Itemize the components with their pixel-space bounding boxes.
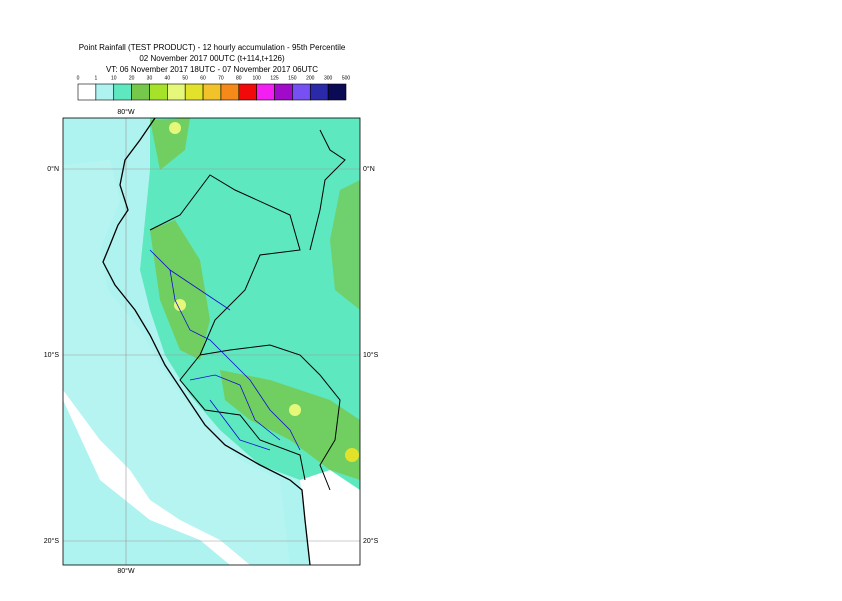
legend-swatch xyxy=(131,83,150,101)
legend-label: 0 xyxy=(77,75,80,81)
shade xyxy=(174,299,186,311)
legend-label: 60 xyxy=(200,75,206,81)
lat-label: 20°S xyxy=(44,537,60,545)
shade xyxy=(220,370,360,480)
legend-label: 500 xyxy=(342,75,351,81)
shade xyxy=(63,118,300,565)
shade xyxy=(150,220,210,360)
legend-swatch xyxy=(167,83,186,101)
legend-swatch xyxy=(274,83,293,101)
legend-swatch xyxy=(292,83,311,101)
legend-swatch xyxy=(77,83,97,101)
legend-label: 70 xyxy=(218,75,224,81)
legend-label: 80 xyxy=(236,75,242,81)
shade xyxy=(330,180,360,310)
subtitle: VT: 06 November 2017 18UTC - 07 November… xyxy=(106,65,318,74)
lon-label: 80°W xyxy=(117,567,135,575)
shade xyxy=(169,122,181,134)
legend-swatch xyxy=(256,83,275,101)
legend-swatch xyxy=(327,83,347,101)
lon-label: 80°W xyxy=(117,108,135,116)
lat-label: 10°S xyxy=(363,351,379,359)
region-border xyxy=(149,249,301,451)
coastline xyxy=(102,118,311,565)
legend-swatch xyxy=(238,83,257,101)
lat-label: 0°N xyxy=(47,165,59,173)
legend-label: 10 xyxy=(111,75,117,81)
legend-label: 50 xyxy=(182,75,188,81)
legend-label: 300 xyxy=(324,75,333,81)
title: Point Rainfall (TEST PRODUCT) - 12 hourl… xyxy=(79,43,346,52)
legend-swatch xyxy=(113,83,132,101)
lat-label: 20°S xyxy=(363,537,379,545)
legend-label: 125 xyxy=(270,75,279,81)
legend-label: 20 xyxy=(129,75,135,81)
lat-label: 10°S xyxy=(44,351,60,359)
legend-swatch xyxy=(202,83,222,101)
subtitle: 02 November 2017 00UTC (t+114,t+126) xyxy=(139,54,285,63)
legend-swatch xyxy=(149,83,168,101)
shade xyxy=(289,404,301,416)
legend-label: 30 xyxy=(147,75,153,81)
legend-label: 150 xyxy=(288,75,297,81)
legend-swatch xyxy=(95,83,115,101)
legend-swatch xyxy=(309,83,329,101)
legend-label: 40 xyxy=(165,75,171,81)
border xyxy=(149,129,346,491)
lat-label: 0°N xyxy=(363,165,375,173)
legend-swatch xyxy=(220,83,240,101)
frame xyxy=(62,117,361,566)
legend: 0 1 10 20 30 40 50 60 70 80 100 125 150 200 300 500 xyxy=(77,75,351,101)
legend-swatch xyxy=(184,83,204,101)
legend-label: 200 xyxy=(306,75,315,81)
map xyxy=(63,118,360,565)
legend-label: 1 xyxy=(94,75,97,81)
legend-label: 100 xyxy=(252,75,261,81)
shade xyxy=(345,448,359,462)
